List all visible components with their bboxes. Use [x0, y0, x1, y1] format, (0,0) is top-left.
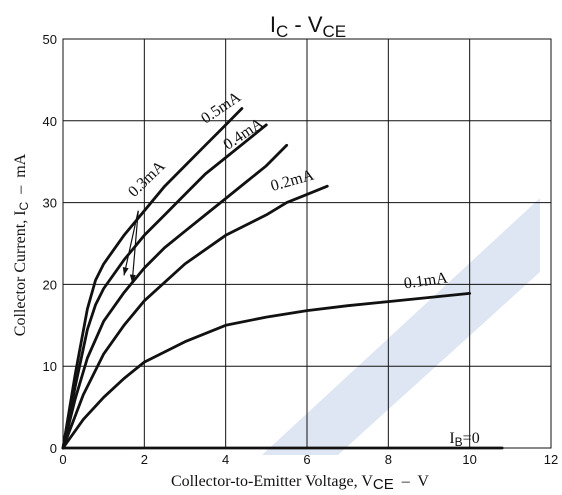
annotation-0.1mA: 0.1mA: [403, 269, 449, 292]
annotation-ib0: IB=0: [449, 430, 479, 449]
arrow-0: [131, 210, 139, 283]
arrows: [122, 210, 139, 283]
x-tick-label-2: 4: [222, 452, 229, 467]
chart-title: IC - VCE: [270, 12, 346, 41]
grid: [63, 39, 551, 448]
annotation-0.2mA: 0.2mA: [269, 166, 316, 195]
x-axis-label-sub: CE: [373, 476, 394, 493]
x-axis-label: Collector-to-Emitter Voltage, VCE – V: [171, 473, 429, 493]
series: [61, 107, 504, 450]
x-tick-label-5: 10: [462, 452, 476, 467]
x-axis-label-unit: – V: [394, 473, 430, 490]
y-tick-label-0: 0: [50, 441, 57, 456]
series-line-3: [61, 184, 329, 450]
series-line-0: [61, 107, 244, 450]
arrow-1: [123, 210, 139, 276]
series-line-2: [61, 143, 289, 450]
y-tick-label-5: 50: [43, 32, 57, 47]
x-tick-label-1: 2: [141, 452, 148, 467]
annotation-0.3mA: 0.3mA: [125, 157, 169, 200]
watermark-shape: [262, 198, 540, 455]
title-sub2: CE: [323, 22, 347, 41]
y-axis-label-unit: – mA: [12, 153, 29, 201]
y-axis-label: Collector Current, IC – mA: [12, 153, 31, 336]
arrow-head-1: [122, 266, 129, 276]
x-tick-label-0: 0: [59, 452, 66, 467]
x-tick-label-4: 8: [385, 452, 392, 467]
watermark: [262, 198, 540, 455]
y-tick-label-2: 20: [43, 277, 57, 292]
annotation-0.5mA: 0.5mA: [198, 88, 244, 127]
arrow-head-0: [129, 274, 136, 283]
y-tick-label-1: 10: [43, 359, 57, 374]
title-sub: C: [276, 22, 288, 41]
title-mid: - V: [288, 12, 323, 37]
x-tick-label-3: 6: [303, 452, 310, 467]
tick-labels: 0 2 4 6 8 10 12 0 10 20 30 40 50: [43, 32, 559, 467]
y-tick-label-3: 30: [43, 196, 57, 211]
x-tick-label-6: 12: [544, 452, 558, 467]
y-tick-label-4: 40: [43, 114, 57, 129]
series-line-4: [61, 291, 472, 450]
series-line-1: [61, 123, 268, 450]
y-axis-label-sub: C: [17, 201, 31, 210]
y-axis-label-text: Collector Current, I: [12, 210, 29, 336]
x-axis-label-text: Collector-to-Emitter Voltage, V: [171, 473, 373, 490]
title-main: I: [270, 12, 276, 37]
